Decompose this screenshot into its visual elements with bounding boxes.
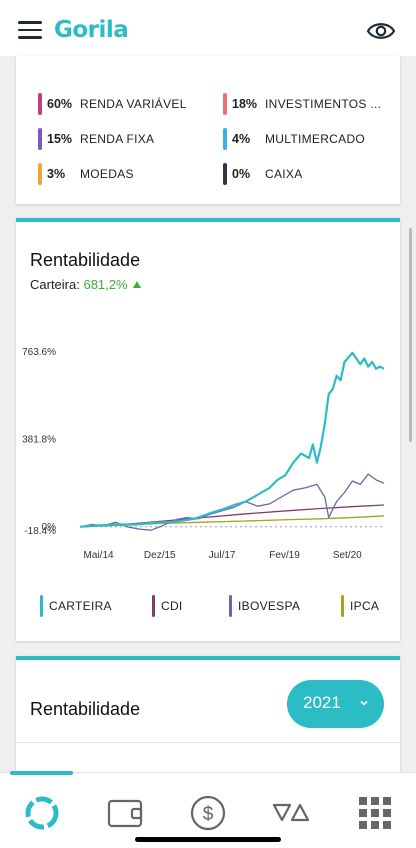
allocation-color-bar [223,128,227,150]
allocation-item: 4% MULTIMERCADO [223,128,365,150]
performance-chart[interactable]: 763.6% 381.8% 0%-18.4% Mai/14 Dez/15 Jul/17 Fe… [16,334,400,574]
allocation-item: 60% RENDA VARIÁVEL [38,93,187,115]
allocation-name: RENDA FIXA [80,132,155,146]
rentabilidade-year-title: Rentabilidade [30,699,141,719]
rentabilidade-year-card: Rentabilidade 2021 [16,656,400,776]
legend-color-bar [152,595,155,617]
y-tick-label: 0% [42,522,57,533]
allocation-pct: 15% [47,132,73,146]
allocation-pct: 60% [47,97,73,111]
allocation-pct: 18% [232,97,258,111]
active-tab-indicator [10,771,73,775]
legend-item-ibovespa[interactable]: IBOVESPA [229,595,300,617]
up-arrow-icon [132,281,141,288]
allocation-name: RENDA VARIÁVEL [80,97,187,111]
y-tick-label: -18.4% [24,526,56,537]
allocation-card: 60% RENDA VARIÁVEL 18% INVESTIMENTOS ...… [16,56,400,204]
allocation-pct: 3% [47,167,66,181]
legend-item-cdi[interactable]: CDI [152,595,183,617]
year-value: 2021 [303,693,341,712]
allocation-name: INVESTIMENTOS ... [265,97,382,111]
carteira-label: Carteira: [30,277,84,292]
legend-label: IBOVESPA [238,599,301,613]
allocation-item: 3% MOEDAS [38,163,134,185]
allocation-item: 15% RENDA FIXA [38,128,154,150]
chevron-down-icon [360,700,368,706]
allocation-color-bar [38,163,42,185]
carteira-summary: Carteira: 681,2% [30,277,141,292]
allocation-name: CAIXA [265,167,303,181]
legend-label: CDI [161,599,183,613]
legend-label: CARTEIRA [49,599,112,613]
app-logo: Gorila [54,17,129,43]
allocation-pct: 0% [232,167,251,181]
year-select[interactable]: 2021 [287,680,384,728]
allocation-color-bar [223,163,227,185]
legend-color-bar [229,595,232,617]
legend-label: IPCA [350,599,380,613]
menu-icon[interactable] [18,21,42,39]
y-tick-label: 763.6% [22,347,56,358]
carteira-value: 681,2% [83,277,128,292]
allocation-name: MOEDAS [80,167,134,181]
allocation-color-bar [38,128,42,150]
y-tick-label: 381.8% [22,434,56,445]
x-tick-label: Mai/14 [84,550,114,561]
apps-grid-icon[interactable] [355,793,395,833]
bottom-nav: $ [0,771,416,848]
allocation-color-bar [223,93,227,115]
series-line-carteira [79,351,385,528]
eye-icon[interactable] [366,20,396,42]
x-tick-label: Set/20 [333,550,362,561]
allocation-name: MULTIMERCADO [265,132,366,146]
legend-item-ipca[interactable]: IPCA [341,595,379,617]
top-bar: Gorila [0,0,416,56]
portfolio-donut-icon[interactable] [22,793,62,833]
rentabilidade-title: Rentabilidade [30,250,141,270]
scrollbar[interactable] [409,228,412,442]
divider [16,742,400,743]
series-line-ibovespa [79,473,385,531]
allocation-item: 0% CAIXA [223,163,303,185]
allocation-item: 18% INVESTIMENTOS ... [223,93,381,115]
svg-text:$: $ [203,804,214,825]
legend-item-carteira[interactable]: CARTEIRA [40,595,112,617]
rentabilidade-card: Rentabilidade Carteira: 681,2% 763.6% 381… [16,218,400,641]
legend-color-bar [40,595,43,617]
allocation-color-bar [38,93,42,115]
x-tick-label: Fev/19 [269,550,300,561]
x-tick-label: Dez/15 [144,550,176,561]
wallet-icon[interactable] [106,793,146,833]
home-indicator [135,837,281,842]
x-tick-label: Jul/17 [209,550,236,561]
allocation-pct: 4% [232,132,251,146]
dollar-icon[interactable]: $ [188,793,228,833]
legend-color-bar [341,595,344,617]
market-triangles-icon[interactable] [271,793,311,833]
